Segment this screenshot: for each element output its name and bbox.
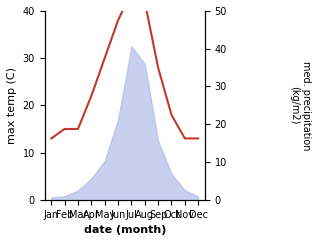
Y-axis label: med. precipitation
(kg/m2): med. precipitation (kg/m2) [289, 60, 311, 150]
Y-axis label: max temp (C): max temp (C) [7, 67, 17, 144]
X-axis label: date (month): date (month) [84, 225, 166, 235]
